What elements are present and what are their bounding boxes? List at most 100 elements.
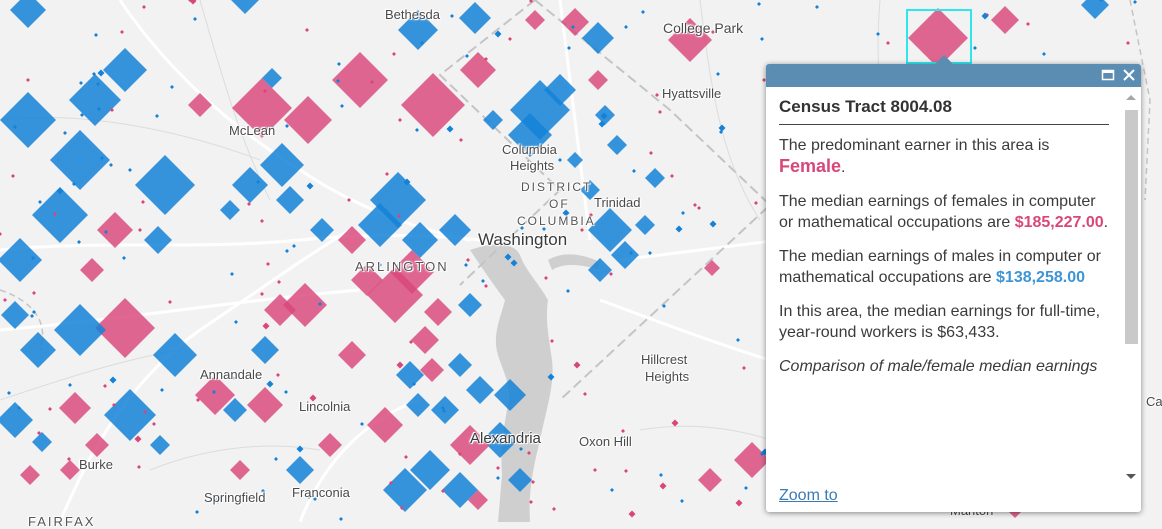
male-marker[interactable] [466, 376, 494, 404]
female-marker[interactable] [332, 52, 388, 108]
male-marker[interactable] [232, 167, 268, 203]
male-marker[interactable] [104, 389, 156, 441]
male-marker[interactable] [231, 0, 259, 14]
male-marker[interactable] [0, 92, 56, 148]
scrollbar-thumb[interactable] [1125, 110, 1138, 344]
female-marker[interactable] [247, 387, 283, 423]
male-marker[interactable] [286, 456, 314, 484]
male-marker[interactable] [1, 301, 29, 329]
scroll-up-icon[interactable] [1126, 95, 1136, 100]
male-marker[interactable] [611, 241, 639, 269]
male-marker[interactable] [220, 200, 240, 220]
female-marker[interactable] [20, 465, 40, 485]
male-marker[interactable] [383, 468, 427, 512]
female-marker[interactable] [525, 10, 545, 30]
scroll-down-icon[interactable] [1126, 474, 1136, 479]
male-marker[interactable] [358, 203, 402, 247]
male-marker[interactable] [262, 68, 282, 88]
close-icon[interactable] [1121, 67, 1137, 83]
male-marker[interactable] [483, 110, 503, 130]
male-marker[interactable] [260, 143, 304, 187]
male-marker[interactable] [54, 304, 106, 356]
male-marker[interactable] [582, 22, 614, 54]
female-marker[interactable] [97, 212, 133, 248]
female-marker[interactable] [411, 326, 439, 354]
male-marker[interactable] [251, 336, 279, 364]
male-marker[interactable] [588, 258, 612, 282]
female-marker[interactable] [390, 250, 434, 294]
male-marker[interactable] [310, 218, 334, 242]
female-marker[interactable] [232, 78, 292, 138]
male-marker[interactable] [482, 422, 518, 458]
male-marker[interactable] [580, 180, 600, 200]
female-marker[interactable] [401, 73, 465, 137]
female-marker[interactable] [908, 8, 968, 68]
male-marker[interactable] [494, 379, 526, 411]
female-marker[interactable] [468, 490, 488, 510]
male-marker[interactable] [153, 333, 197, 377]
male-marker[interactable] [276, 186, 304, 214]
male-marker[interactable] [406, 393, 430, 417]
male-marker[interactable] [459, 2, 491, 34]
female-marker[interactable] [264, 294, 296, 326]
male-marker[interactable] [635, 215, 655, 235]
male-marker[interactable] [448, 353, 472, 377]
popup-scrollbar[interactable] [1123, 87, 1139, 485]
male-marker[interactable] [32, 432, 52, 452]
male-marker[interactable] [402, 222, 438, 258]
male-marker[interactable] [135, 155, 195, 215]
female-marker[interactable] [195, 375, 235, 415]
female-marker[interactable] [460, 52, 496, 88]
male-marker[interactable] [567, 152, 583, 168]
female-marker[interactable] [338, 226, 366, 254]
male-marker[interactable] [588, 208, 632, 252]
male-marker[interactable] [508, 113, 552, 157]
male-marker[interactable] [398, 10, 438, 50]
male-marker[interactable] [223, 398, 247, 422]
female-marker[interactable] [230, 460, 250, 480]
male-marker[interactable] [32, 187, 88, 243]
male-marker[interactable] [10, 0, 46, 28]
female-marker[interactable] [338, 341, 366, 369]
male-marker[interactable] [458, 293, 482, 317]
female-marker[interactable] [283, 283, 327, 327]
male-marker[interactable] [0, 402, 33, 438]
zoom-to-link[interactable]: Zoom to [779, 487, 838, 504]
female-marker[interactable] [80, 258, 104, 282]
male-marker[interactable] [103, 48, 147, 92]
male-marker[interactable] [645, 168, 665, 188]
female-marker[interactable] [284, 96, 332, 144]
male-marker[interactable] [50, 130, 110, 190]
female-marker[interactable] [588, 70, 608, 90]
maximize-icon[interactable] [1100, 67, 1116, 83]
female-marker[interactable] [85, 433, 109, 457]
male-marker[interactable] [144, 226, 172, 254]
female-marker[interactable] [704, 260, 720, 276]
female-marker[interactable] [991, 6, 1019, 34]
female-marker[interactable] [367, 407, 403, 443]
female-marker[interactable] [561, 8, 589, 36]
female-marker[interactable] [420, 358, 444, 382]
male-marker[interactable] [544, 74, 576, 106]
male-marker[interactable] [20, 332, 56, 368]
female-marker[interactable] [668, 18, 712, 62]
male-marker[interactable] [150, 435, 170, 455]
female-marker[interactable] [424, 298, 452, 326]
female-marker[interactable] [60, 460, 80, 480]
male-marker[interactable] [410, 450, 450, 490]
female-marker[interactable] [59, 392, 91, 424]
female-marker[interactable] [698, 468, 722, 492]
male-marker[interactable] [439, 214, 471, 246]
male-marker[interactable] [1081, 0, 1109, 19]
male-marker[interactable] [0, 238, 42, 282]
male-marker[interactable] [396, 361, 424, 389]
female-marker[interactable] [188, 93, 212, 117]
female-marker[interactable] [95, 298, 155, 358]
tract-dot [160, 388, 164, 392]
tract-dot [318, 302, 322, 306]
male-marker[interactable] [508, 468, 532, 492]
male-marker[interactable] [607, 135, 627, 155]
female-marker[interactable] [734, 442, 770, 478]
female-marker[interactable] [318, 433, 342, 457]
female-marker[interactable] [351, 264, 383, 296]
